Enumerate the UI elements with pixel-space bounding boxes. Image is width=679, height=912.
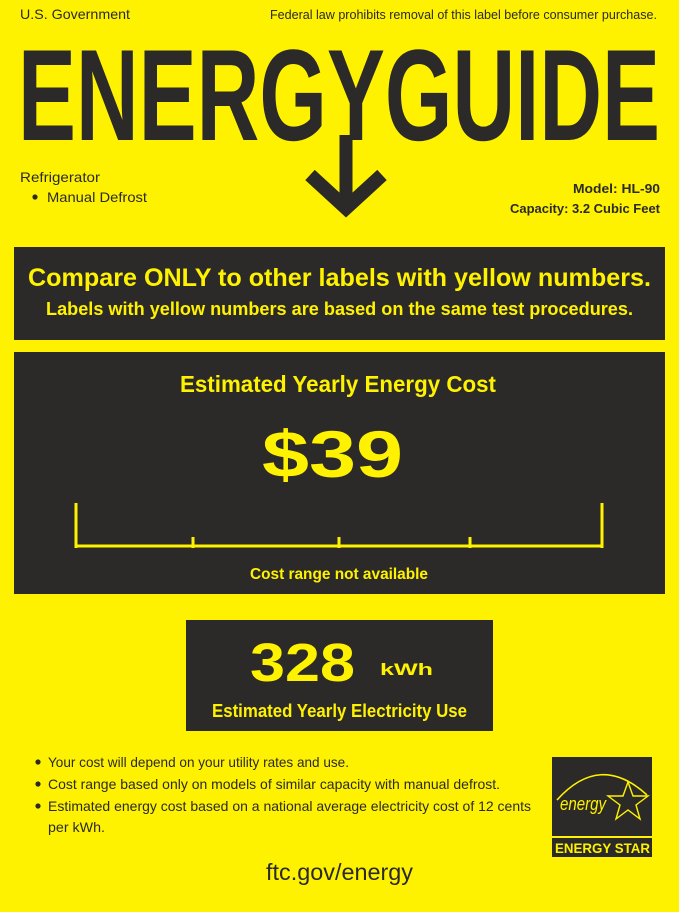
bullet-icon: [35, 781, 41, 787]
note-item: Estimated energy cost based on a nationa…: [48, 798, 531, 814]
appliance-feature: Manual Defrost: [47, 189, 147, 205]
energy-star-logo: energy ENERGY STAR: [552, 757, 652, 857]
cost-range-scale: [74, 503, 604, 548]
down-arrow-icon: [305, 135, 387, 218]
capacity: Capacity: 3.2 Cubic Feet: [510, 201, 661, 216]
star-icon: [605, 779, 651, 821]
bullet-icon: [35, 759, 41, 765]
notes-list: Your cost will depend on your utility ra…: [35, 754, 531, 835]
bullet-icon: [32, 194, 38, 200]
note-item: per kWh.: [48, 819, 105, 835]
energy-cost-title: Estimated Yearly Energy Cost: [180, 371, 496, 397]
energy-cost-value: $39: [262, 417, 403, 491]
energyguide-title: ENERGYGUIDE: [18, 22, 660, 168]
ftc-link[interactable]: ftc.gov/energy: [266, 859, 414, 885]
model-number: Model: HL-90: [573, 181, 660, 196]
bullet-icon: [35, 803, 41, 809]
energy-star-label: ENERGY STAR: [555, 840, 650, 856]
electricity-use-label: Estimated Yearly Electricity Use: [212, 701, 467, 721]
note-item: Your cost will depend on your utility ra…: [48, 754, 349, 770]
compare-heading: Compare ONLY to other labels with yellow…: [28, 264, 651, 292]
cost-range-note: Cost range not available: [250, 566, 428, 583]
federal-law-notice: Federal law prohibits removal of this la…: [270, 7, 657, 22]
note-item: Cost range based only on models of simil…: [48, 776, 500, 792]
electricity-use-unit: kWh: [380, 660, 433, 679]
electricity-use-value: 328: [250, 633, 355, 693]
compare-box: Compare ONLY to other labels with yellow…: [14, 247, 665, 340]
energy-cost-box: Estimated Yearly Energy Cost $39 Cost ra…: [14, 352, 665, 594]
compare-subheading: Labels with yellow numbers are based on …: [46, 299, 633, 319]
electricity-use-box: 328 kWh Estimated Yearly Electricity Use: [186, 620, 493, 731]
appliance-type: Refrigerator: [20, 169, 100, 185]
energy-star-script: energy: [560, 794, 607, 814]
government-text: U.S. Government: [20, 6, 130, 22]
